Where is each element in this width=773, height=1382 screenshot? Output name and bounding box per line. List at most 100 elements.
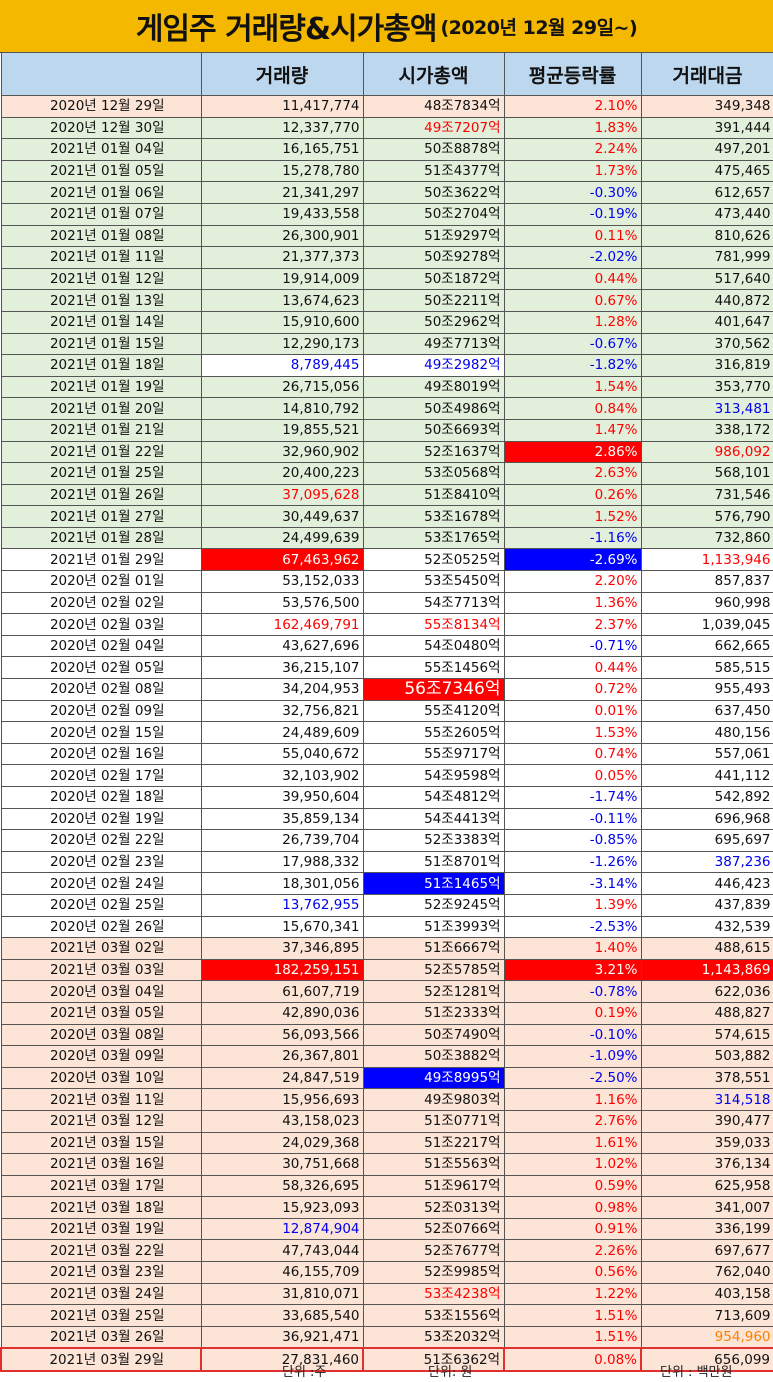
table-row: 2020년 02월 04일 43,627,696 54조0480억 -0.71% 662… bbox=[0, 634, 773, 658]
rate-cell: -0.10% bbox=[503, 1023, 642, 1047]
amount-cell: 576,790 bbox=[640, 505, 773, 528]
date-cell: 2020년 03월 10일 bbox=[0, 1066, 202, 1090]
date-cell: 2021년 03월 25일 bbox=[0, 1304, 202, 1327]
date-cell: 2020년 02월 03일 bbox=[0, 613, 202, 636]
rate-cell: 1.83% bbox=[503, 116, 642, 140]
table-row: 2021년 01월 20일 14,810,792 50조4986억 0.84% 313,… bbox=[0, 397, 773, 420]
rate-cell: 2.10% bbox=[503, 95, 642, 118]
amount-cell: 497,201 bbox=[640, 138, 773, 161]
amount-cell: 440,872 bbox=[640, 289, 773, 312]
mcap-cell: 50조8878억 bbox=[362, 138, 505, 161]
volume-cell: 20,400,223 bbox=[200, 462, 364, 485]
volume-cell: 43,158,023 bbox=[200, 1109, 364, 1133]
rate-cell: 0.19% bbox=[503, 1001, 642, 1025]
rate-cell: 1.47% bbox=[503, 418, 642, 442]
rate-cell: 0.91% bbox=[503, 1217, 642, 1241]
mcap-cell: 52조0766억 bbox=[362, 1217, 505, 1241]
date-cell: 2021년 01월 11일 bbox=[0, 246, 202, 269]
amount-cell: 637,450 bbox=[640, 699, 773, 723]
date-cell: 2021년 03월 05일 bbox=[0, 1001, 202, 1025]
table-row: 2021년 03월 24일 31,810,071 53조4238억 1.22% 403,… bbox=[0, 1282, 773, 1306]
date-cell: 2020년 02월 25일 bbox=[0, 893, 202, 917]
date-cell: 2020년 02월 01일 bbox=[0, 570, 202, 593]
table-row: 2021년 01월 14일 15,910,600 50조2962억 1.28% 401,… bbox=[0, 310, 773, 334]
volume-cell: 32,960,902 bbox=[200, 440, 364, 464]
mcap-cell: 52조1281억 bbox=[362, 980, 505, 1003]
mcap-cell: 55조9717억 bbox=[362, 742, 505, 766]
date-cell: 2021년 01월 05일 bbox=[0, 159, 202, 183]
date-cell: 2021년 03월 22일 bbox=[0, 1239, 202, 1263]
unit-volume: 단위 :주 bbox=[282, 1365, 327, 1380]
mcap-cell: 51조6667억 bbox=[362, 937, 505, 960]
rate-cell: 1.22% bbox=[503, 1282, 642, 1306]
volume-cell: 15,956,693 bbox=[200, 1088, 364, 1111]
volume-cell: 13,762,955 bbox=[200, 893, 364, 917]
table-row: 2020년 02월 03일 162,469,791 55조8134억 2.37% 1,0… bbox=[0, 613, 773, 636]
table-row: 2020년 03월 04일 61,607,719 52조1281억 -0.78% 622… bbox=[0, 980, 773, 1003]
mcap-cell: 52조7677억 bbox=[362, 1239, 505, 1263]
table-row: 2020년 02월 23일 17,988,332 51조8701억 -1.26% 387… bbox=[0, 850, 773, 874]
date-cell: 2020년 02월 02일 bbox=[0, 591, 202, 615]
date-cell: 2021년 01월 21일 bbox=[0, 418, 202, 442]
rate-cell: -0.85% bbox=[503, 829, 642, 852]
table-title: 게임주 거래량&시가총액 bbox=[135, 12, 438, 47]
rate-cell: -0.67% bbox=[503, 332, 642, 356]
mcap-cell: 49조8019억 bbox=[362, 375, 505, 399]
rate-cell: -1.82% bbox=[503, 354, 642, 377]
mcap-cell: 49조9803억 bbox=[362, 1088, 505, 1111]
table-row: 2020년 02월 25일 13,762,955 52조9245억 1.39% 437,… bbox=[0, 893, 773, 917]
mcap-cell: 55조1456억 bbox=[362, 656, 505, 680]
table-row: 2021년 01월 04일 16,165,751 50조8878억 2.24% 497,… bbox=[0, 138, 773, 161]
volume-cell: 19,855,521 bbox=[200, 418, 364, 442]
mcap-cell: 51조6362억 bbox=[362, 1347, 505, 1373]
volume-cell: 15,670,341 bbox=[200, 915, 364, 939]
rate-cell: 0.98% bbox=[503, 1196, 642, 1219]
amount-cell: 696,968 bbox=[640, 807, 773, 831]
rate-cell: 0.11% bbox=[503, 224, 642, 248]
mcap-cell: 53조1556억 bbox=[362, 1304, 505, 1327]
date-cell: 2020년 02월 08일 bbox=[0, 678, 202, 701]
amount-cell: 656,099 bbox=[640, 1347, 773, 1373]
volume-cell: 19,914,009 bbox=[200, 267, 364, 291]
mcap-cell: 55조8134억 bbox=[362, 613, 505, 636]
amount-cell: 697,677 bbox=[640, 1239, 773, 1263]
table-row: 2021년 01월 11일 21,377,373 50조9278억 -2.02% 781… bbox=[0, 246, 773, 269]
rate-cell: 0.26% bbox=[503, 483, 642, 507]
table-row: 2021년 01월 29일 67,463,962 52조0525억 -2.69% 1,1… bbox=[0, 548, 773, 572]
amount-cell: 954,960 bbox=[640, 1325, 773, 1349]
rate-cell: 2.24% bbox=[503, 138, 642, 161]
volume-cell: 36,921,471 bbox=[200, 1325, 364, 1349]
amount-cell: 475,465 bbox=[640, 159, 773, 183]
volume-cell: 43,627,696 bbox=[200, 634, 364, 658]
table-row: 2021년 03월 11일 15,956,693 49조9803억 1.16% 314,… bbox=[0, 1088, 773, 1111]
volume-cell: 12,337,770 bbox=[200, 116, 364, 140]
rate-cell: -0.78% bbox=[503, 980, 642, 1003]
rate-cell: 2.20% bbox=[503, 570, 642, 593]
date-cell: 2021년 01월 13일 bbox=[0, 289, 202, 312]
date-cell: 2021년 01월 18일 bbox=[0, 354, 202, 377]
amount-cell: 986,092 bbox=[640, 440, 773, 464]
date-cell: 2020년 03월 08일 bbox=[0, 1023, 202, 1047]
date-cell: 2021년 01월 25일 bbox=[0, 462, 202, 485]
table-row: 2020년 02월 01일 53,152,033 53조5450억 2.20% 857,… bbox=[0, 570, 773, 593]
mcap-cell: 53조1765억 bbox=[362, 526, 505, 550]
mcap-cell: 50조7490억 bbox=[362, 1023, 505, 1047]
date-cell: 2021년 01월 19일 bbox=[0, 375, 202, 399]
mcap-cell: 50조6693억 bbox=[362, 418, 505, 442]
mcap-cell: 51조2333억 bbox=[362, 1001, 505, 1025]
rate-cell: -2.50% bbox=[503, 1066, 642, 1090]
mcap-cell: 50조3622억 bbox=[362, 181, 505, 204]
table-row: 2021년 03월 25일 33,685,540 53조1556억 1.51% 713,… bbox=[0, 1304, 773, 1327]
date-cell: 2021년 01월 26일 bbox=[0, 483, 202, 507]
mcap-cell: 50조1872억 bbox=[362, 267, 505, 291]
date-cell: 2021년 01월 28일 bbox=[0, 526, 202, 550]
mcap-cell: 53조0568억 bbox=[362, 462, 505, 485]
amount-cell: 473,440 bbox=[640, 202, 773, 226]
date-cell: 2020년 02월 16일 bbox=[0, 742, 202, 766]
rate-cell: 0.67% bbox=[503, 289, 642, 312]
date-cell: 2020년 02월 18일 bbox=[0, 786, 202, 809]
amount-cell: 488,827 bbox=[640, 1001, 773, 1025]
table-row: 2021년 03월 17일 58,326,695 51조9617억 0.59% 625,… bbox=[0, 1174, 773, 1198]
amount-cell: 432,539 bbox=[640, 915, 773, 939]
date-cell: 2020년 02월 17일 bbox=[0, 764, 202, 787]
